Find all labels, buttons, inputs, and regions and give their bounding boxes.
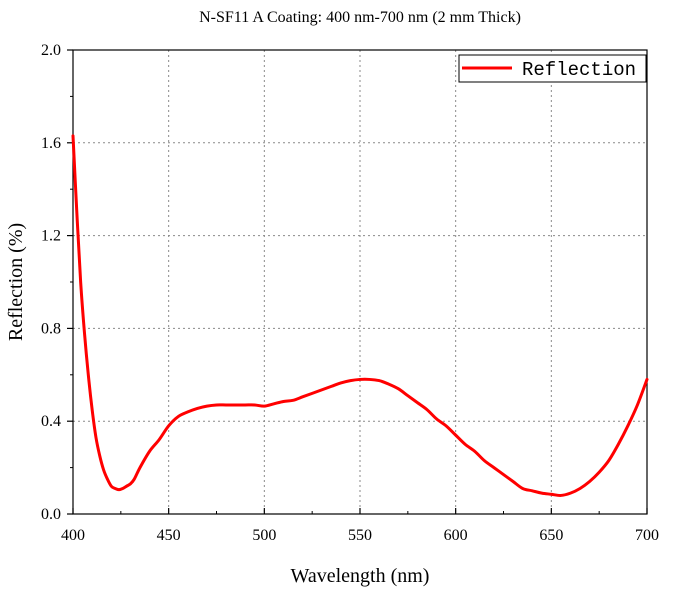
y-tick-label: 0.4 [41, 413, 61, 430]
legend-label: Reflection [522, 59, 636, 81]
x-tick-label: 650 [539, 527, 563, 544]
x-axis-label: Wavelength (nm) [291, 565, 430, 587]
y-tick-label: 2.0 [41, 42, 61, 59]
x-tick-label: 450 [157, 527, 181, 544]
y-axis-label: Reflection (%) [5, 223, 27, 341]
legend: Reflection [458, 54, 647, 83]
reflection-series-line [71, 134, 649, 497]
chart-title: N-SF11 A Coating: 400 nm-700 nm (2 mm Th… [199, 9, 521, 26]
grid [73, 50, 647, 514]
x-tick-label: 700 [635, 527, 659, 544]
y-axis-tick-labels: 0.0 0.4 0.8 1.2 1.6 2.0 [41, 42, 61, 523]
y-tick-label: 0.8 [41, 320, 61, 337]
x-tick-label: 550 [348, 527, 372, 544]
y-tick-label: 0.0 [41, 506, 61, 523]
x-tick-label: 500 [252, 527, 276, 544]
x-tick-label: 600 [444, 527, 468, 544]
y-tick-label: 1.2 [41, 228, 61, 245]
x-tick-label: 400 [61, 527, 85, 544]
x-axis-tick-labels: 400 450 500 550 600 650 700 [61, 527, 659, 544]
y-tick-label: 1.6 [41, 135, 61, 152]
